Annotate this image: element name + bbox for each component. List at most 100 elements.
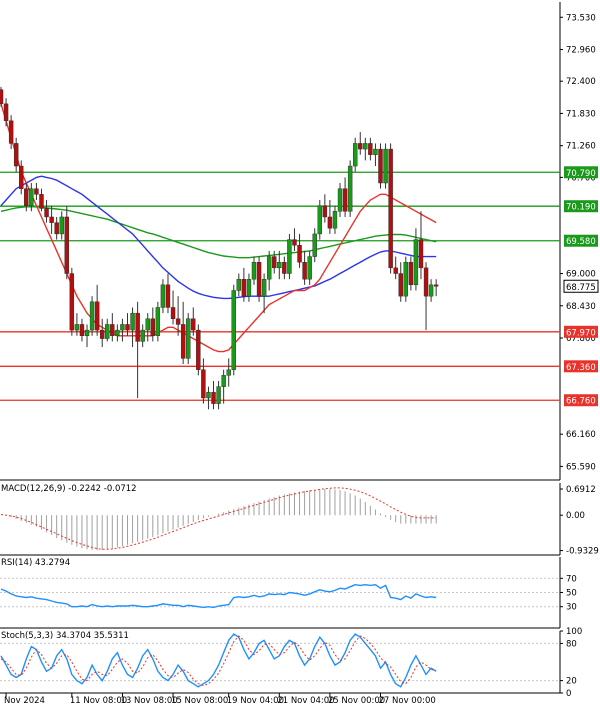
candle-body bbox=[297, 245, 302, 263]
candle-body bbox=[287, 239, 292, 274]
candle-body bbox=[19, 165, 24, 189]
candle-body bbox=[358, 143, 363, 150]
candle-body bbox=[165, 284, 171, 308]
price-tick-label: 70.700 bbox=[566, 173, 596, 183]
candle-body bbox=[150, 318, 156, 336]
candle-body bbox=[3, 103, 9, 121]
candle-body bbox=[383, 148, 388, 184]
candle-body bbox=[256, 262, 262, 297]
price-tick-label: 66.160 bbox=[566, 430, 596, 440]
candle-body bbox=[312, 233, 317, 257]
candle-body bbox=[160, 284, 166, 308]
candle-body bbox=[34, 188, 39, 195]
candle-body bbox=[322, 205, 328, 218]
candle-body bbox=[135, 312, 140, 342]
macd-tick-label: -0.9329 bbox=[566, 547, 599, 557]
candle-body bbox=[170, 307, 176, 319]
time-tick-label: 11 Nov 08:00 bbox=[70, 696, 127, 705]
candle-body bbox=[105, 324, 110, 339]
stoch-tick-label: 20 bbox=[566, 677, 577, 687]
price-tick-label: 71.260 bbox=[566, 142, 596, 152]
candle-body bbox=[368, 143, 373, 155]
candle-body bbox=[393, 267, 398, 274]
candle-body bbox=[69, 273, 75, 331]
time-tick-label: 13 Nov 08:00 bbox=[120, 696, 177, 705]
level-tag-label: 67.360 bbox=[566, 363, 596, 373]
ma-slow-line bbox=[0, 206, 437, 259]
last-price-label: 68.775 bbox=[566, 283, 596, 293]
candle-body bbox=[332, 211, 338, 229]
candle-body bbox=[206, 392, 211, 399]
candle-body bbox=[120, 324, 125, 331]
candle-body bbox=[94, 301, 100, 331]
last-price-box bbox=[563, 279, 599, 293]
candle-body bbox=[89, 301, 95, 331]
stoch-tick-label: 100 bbox=[566, 627, 582, 637]
candle-body bbox=[363, 143, 368, 150]
level-tag-box bbox=[564, 394, 598, 407]
candle-body bbox=[180, 324, 186, 359]
candle-body bbox=[13, 143, 19, 167]
candle-body bbox=[115, 329, 120, 336]
rsi-tick-label: 70 bbox=[566, 574, 577, 584]
candle-body bbox=[24, 188, 29, 206]
candle-body bbox=[226, 369, 231, 376]
rsi-panel: RSI(14) 43.2794 70 50 30 bbox=[0, 557, 577, 629]
level-tag-box bbox=[564, 166, 598, 179]
price-tick-label: 67.860 bbox=[566, 334, 596, 344]
price-tick-label: 69.000 bbox=[566, 270, 596, 280]
candle-body bbox=[282, 262, 287, 274]
candle-body bbox=[110, 324, 115, 336]
level-tag-label: 70.790 bbox=[566, 169, 596, 179]
rsi-title: RSI(14) 43.2794 bbox=[1, 558, 70, 568]
candle-body bbox=[241, 278, 247, 297]
candle-body bbox=[49, 216, 54, 223]
candle-body bbox=[373, 148, 378, 155]
candle-body bbox=[175, 318, 181, 325]
price-tick-label: 72.960 bbox=[566, 46, 596, 56]
macd-tick-label: 0.00 bbox=[566, 511, 585, 521]
macd-panel: MACD(12,26,9) -0.2242 -0.0712 0.6912 0.00… bbox=[0, 483, 599, 557]
rsi-line bbox=[0, 583, 437, 609]
candle-body bbox=[317, 205, 322, 235]
price-tick-label: 72.400 bbox=[566, 77, 596, 87]
candle-body bbox=[74, 324, 80, 331]
candle-body bbox=[307, 256, 312, 280]
stoch-panel: Stoch(5,3,3) 34.3704 35.5311 100 80 20 0 bbox=[0, 627, 582, 699]
candle-body bbox=[378, 148, 383, 184]
level-tag-box bbox=[564, 234, 598, 247]
stoch-title: Stoch(5,3,3) 34.3704 35.5311 bbox=[1, 631, 129, 641]
stoch-tick-label: 0 bbox=[566, 689, 571, 699]
candle-body bbox=[216, 386, 221, 404]
candle-body bbox=[186, 318, 191, 359]
candle-body bbox=[236, 278, 242, 291]
time-tick-label: 25 Nov 00:00 bbox=[328, 696, 385, 705]
candle-body bbox=[145, 318, 150, 331]
candle-body bbox=[191, 318, 196, 331]
time-tick-label: 21 Nov 04:00 bbox=[277, 696, 334, 705]
candle-body bbox=[39, 194, 44, 209]
candle-body bbox=[54, 222, 59, 235]
time-tick-label: 19 Nov 04:00 bbox=[227, 696, 284, 705]
candle-body bbox=[433, 284, 439, 287]
candle-body bbox=[423, 267, 429, 297]
candle-body bbox=[130, 312, 135, 331]
candle-body bbox=[272, 256, 277, 269]
level-tag-label: 70.190 bbox=[566, 203, 596, 213]
stoch-main-line bbox=[0, 633, 437, 688]
price-tick-label: 65.590 bbox=[566, 462, 596, 472]
stoch-signal-line bbox=[0, 635, 437, 687]
level-tag-label: 69.580 bbox=[566, 237, 596, 247]
candle-body bbox=[44, 208, 49, 218]
candle-body bbox=[347, 165, 353, 212]
level-tag-box bbox=[564, 325, 598, 338]
candle-body bbox=[0, 89, 4, 105]
candle-body bbox=[342, 188, 348, 212]
candle-body bbox=[99, 329, 105, 339]
macd-title: MACD(12,26,9) -0.2242 -0.0712 bbox=[1, 484, 137, 494]
candle-body bbox=[84, 329, 90, 336]
time-tick-label: Nov 2024 bbox=[4, 696, 45, 705]
candle-body bbox=[398, 273, 403, 297]
